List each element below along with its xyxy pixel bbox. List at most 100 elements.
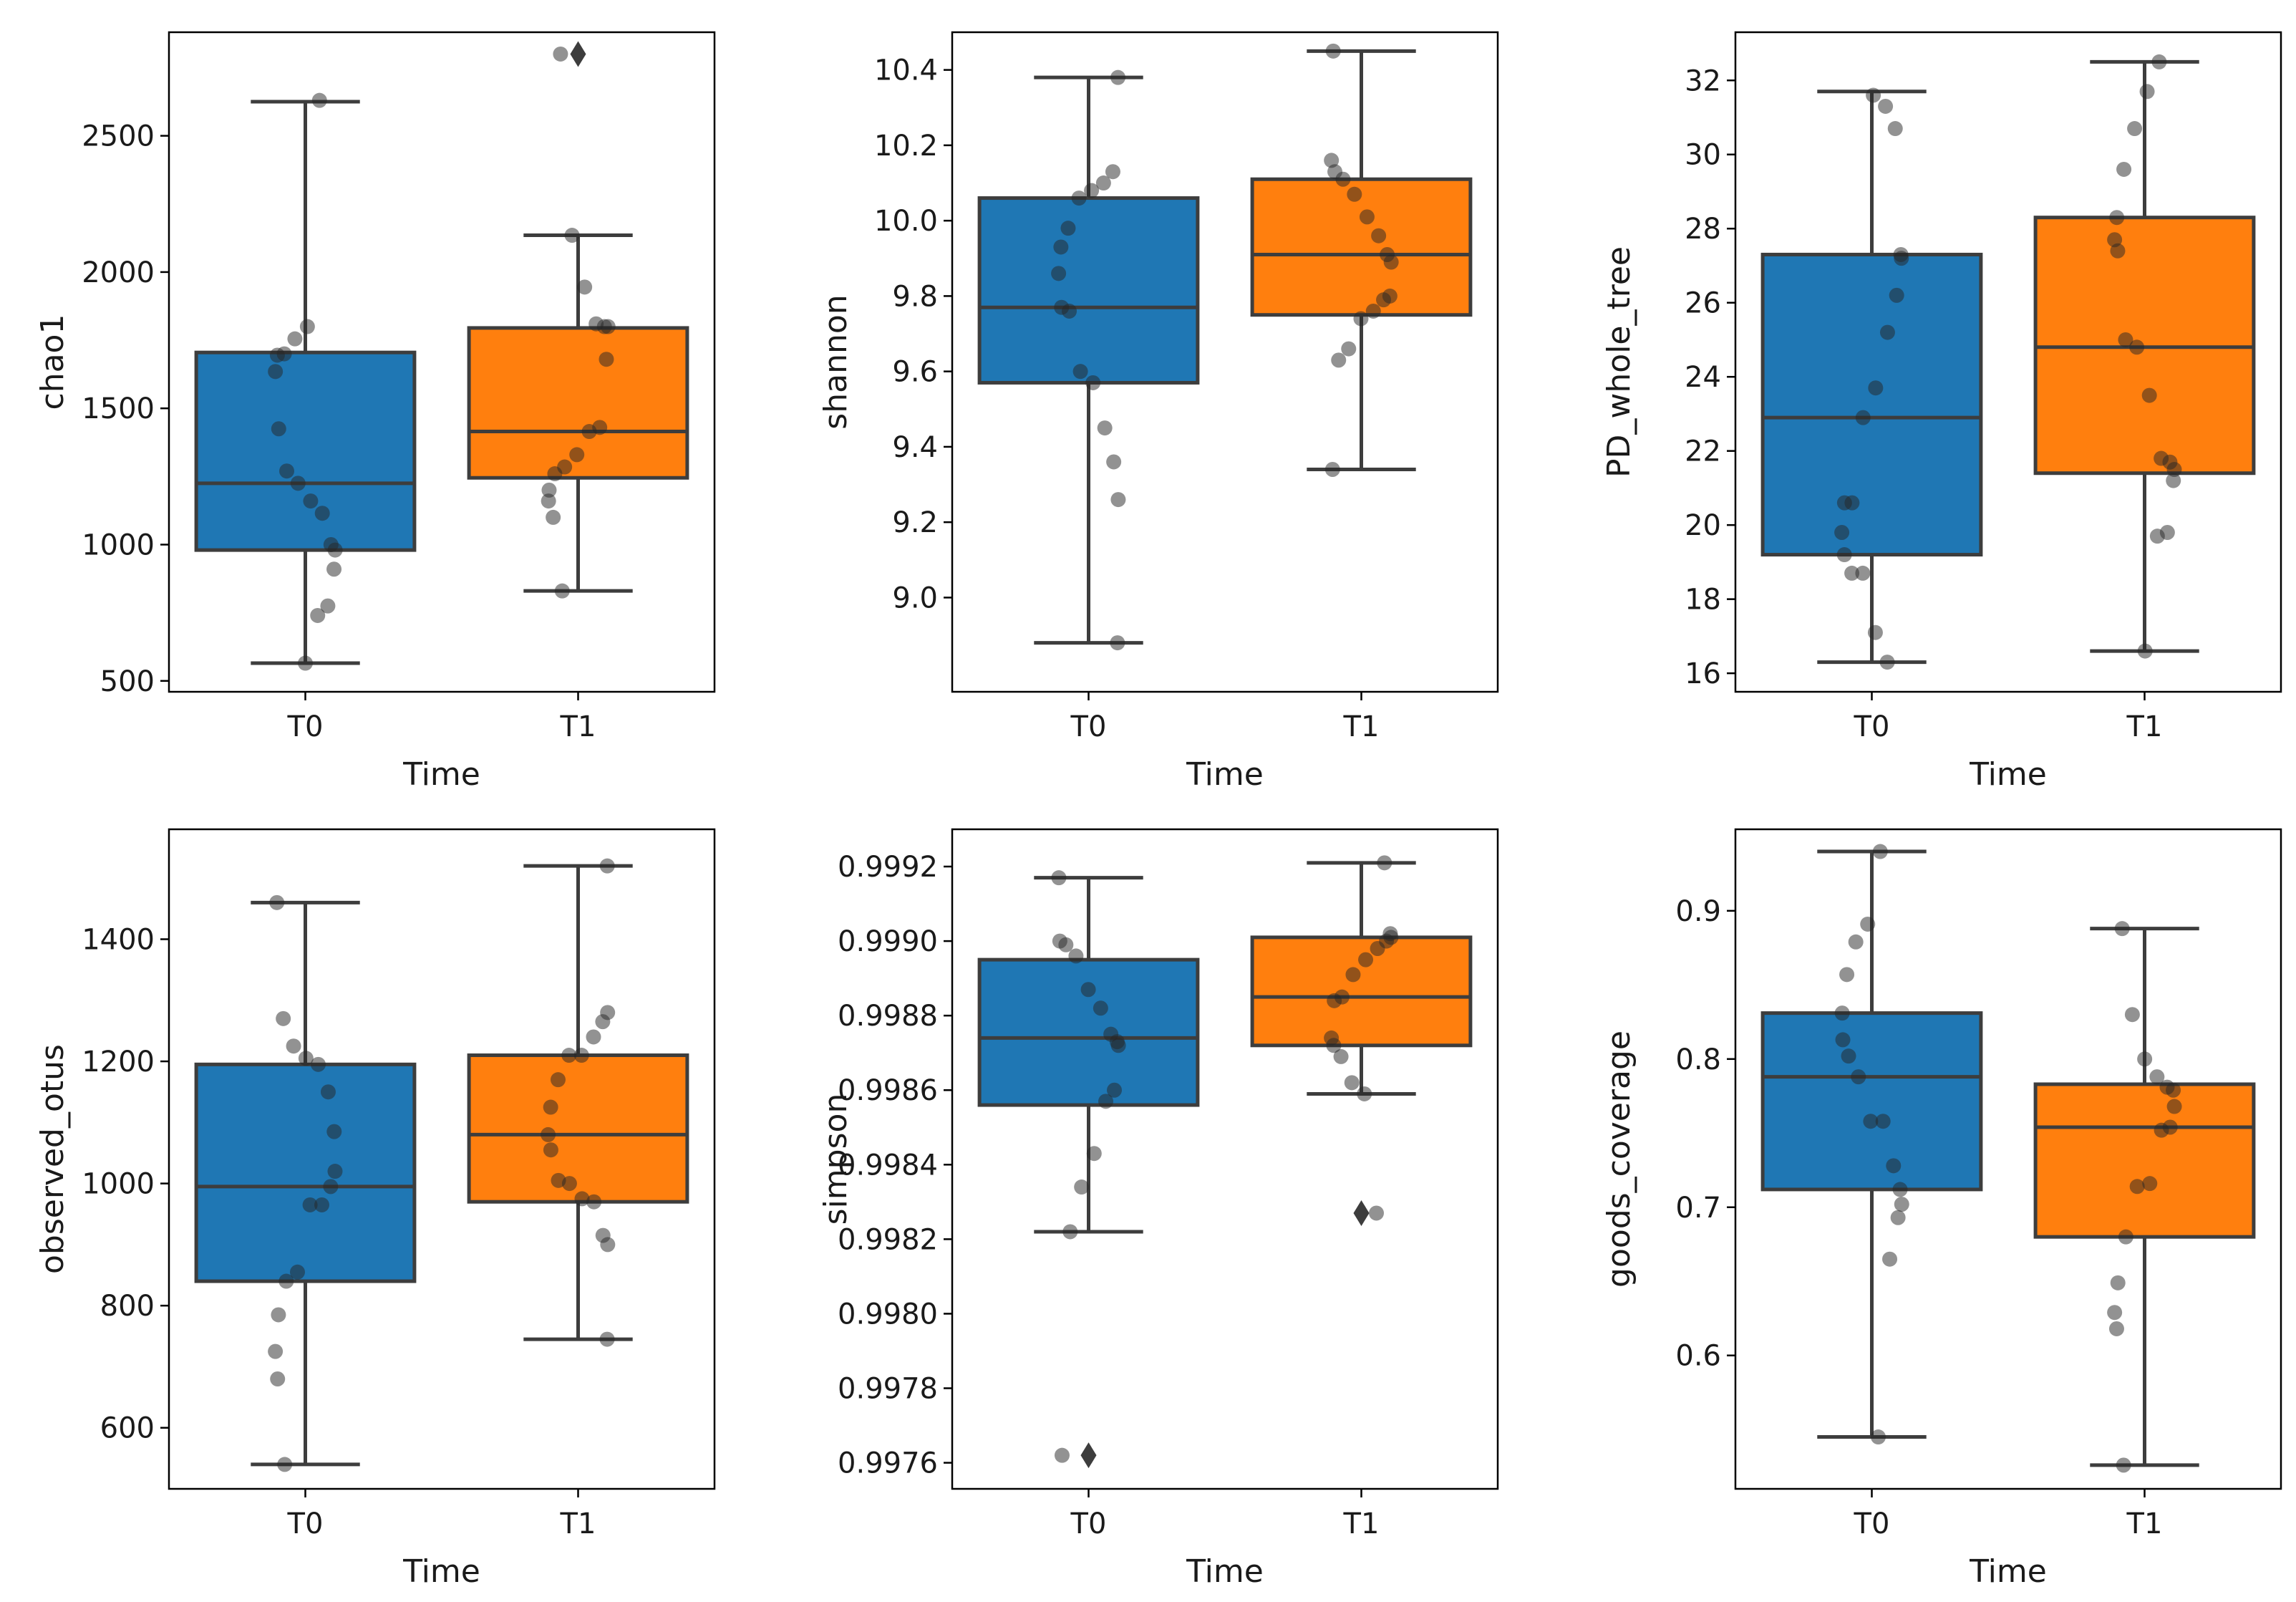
goods-coverage-t1-data-point [2108,1321,2124,1336]
pd-whole-tree-t0-data-point [1889,287,1904,303]
shannon-t1-data-point [1327,164,1343,180]
goods-coverage-t1-data-point [2142,1176,2158,1192]
chao1-t0-data-point [320,598,336,614]
chao1-t0-data-point [323,536,339,552]
goods-coverage-t0-data-point [1848,934,1864,950]
goods-coverage-x-axis-title: Time [1969,1553,2047,1590]
pd-whole-tree-t0-data-point [1844,495,1860,511]
observed-otus-y-tick-label: 600 [100,1412,155,1445]
pd-whole-tree-t0-data-point [1893,246,1909,262]
shannon-t0-data-point [1071,190,1087,206]
goods-coverage-y-tick-label: 0.8 [1675,1043,1721,1076]
chao1-t0-data-point [271,421,286,437]
chao1-t1-outlier-marker [570,41,586,67]
simpson-t0-box [977,957,1200,1107]
chao1-t0-data-point [299,319,315,334]
pd-whole-tree-t0-data-point [1834,525,1850,541]
shannon-t0-data-point [1054,299,1070,315]
chao1-t1-data-point [599,352,614,367]
pd-whole-tree-t0-data-point [1867,624,1883,640]
observed-otus-y-tick-label: 1000 [82,1168,155,1201]
chao1-t0-box [194,350,417,552]
simpson-t1-data-point [1382,926,1398,942]
observed-otus-t1-data-point [586,1029,601,1045]
goods-coverage-t0-data-point [1839,967,1855,983]
goods-coverage-y-axis-title: goods_coverage [1601,1031,1637,1288]
simpson-t0-data-point [1103,1026,1119,1042]
observed-otus-t0-data-point [320,1084,336,1100]
pd-whole-tree-t0-data-point [1878,98,1894,114]
chao1-y-tick-label: 2500 [82,120,155,153]
simpson-t0-data-point [1068,948,1084,964]
shannon-t1-data-point [1324,461,1340,477]
goods-coverage-t1-box [2033,1082,2256,1239]
goods-coverage-t0-data-point [1886,1158,1902,1174]
shannon-t0-data-point [1084,183,1100,198]
simpson-x-tick-label: T0 [1070,1507,1107,1540]
goods-coverage-t1-data-point [2110,1275,2126,1290]
shannon-x-tick-label: T1 [1343,710,1380,743]
shannon-t1-data-point [1325,43,1341,59]
chao1-t0-data-point [298,655,313,671]
shannon-t0-data-point [1051,266,1067,281]
observed-otus-t0-data-point [326,1124,342,1139]
goods-coverage-y-tick-label: 0.9 [1675,895,1721,928]
observed-otus-t0-box [194,1062,417,1283]
pd-whole-tree-t0-data-point [1887,121,1903,137]
simpson-t1-data-point [1334,989,1350,1005]
pd-whole-tree-t1-box [2033,216,2256,476]
chao1-t1-data-point [569,447,585,463]
observed-otus-y-axis-title: observed_otus [34,1044,71,1274]
simpson-t0-data-point [1052,933,1067,949]
goods-coverage-t0-data-point [1890,1210,1906,1225]
simpson-panel: 0.9976 0.9978 0.9980 0.9982 0.9984 0.9986 0.99… [818,828,1499,1590]
goods-coverage-y-tick-label: 0.7 [1675,1192,1721,1225]
pd-whole-tree-t1-data-point [2159,525,2175,541]
pd-whole-tree-y-tick-label: 22 [1685,435,1721,468]
goods-coverage-t0-data-point [1894,1197,1909,1212]
observed-otus-t0-data-point [278,1273,294,1289]
simpson-y-tick-label: 0.9980 [838,1298,938,1331]
shannon-t1-data-point [1353,311,1369,327]
shannon-t0-data-point [1097,420,1113,436]
goods-coverage-t0-data-point [1875,1114,1891,1129]
simpson-t1-data-point [1345,967,1361,983]
observed-otus-x-tick-label: T1 [560,1507,596,1540]
observed-otus-t0-data-point [268,1343,284,1359]
chao1-t0-data-point [287,331,303,347]
observed-otus-y-tick-label: 1200 [82,1046,155,1079]
simpson-t0-data-point [1107,1082,1123,1098]
shannon-y-axis-title: shannon [818,294,854,429]
goods-coverage-t0-data-point [1835,1032,1851,1048]
chao1-t1-data-point [553,46,568,62]
goods-coverage-t1-data-point [2129,1179,2145,1195]
simpson-y-tick-label: 0.9984 [838,1149,938,1182]
pd-whole-tree-t1-data-point [2141,387,2157,403]
simpson-t1-outlier-marker [1353,1200,1370,1226]
pd-whole-tree-panel: 16 18 20 22 24 26 28 30 32 T0 T1 Time PD_whole_tree [1601,31,2282,793]
simpson-y-tick-label: 0.9986 [838,1074,938,1107]
simpson-t0-data-point [1051,870,1067,886]
simpson-t1-data-point [1358,952,1374,968]
observed-otus-t0-data-point [286,1038,301,1054]
goods-coverage-x-tick-label: T1 [2126,1507,2163,1540]
chao1-y-tick-label: 1000 [82,529,155,561]
simpson-t0-data-point [1062,1224,1078,1240]
simpson-x-axis-title: Time [1186,1553,1264,1590]
simpson-y-tick-label: 0.9990 [838,925,938,958]
observed-otus-t0-data-point [271,1307,286,1323]
simpson-y-tick-label: 0.9976 [838,1447,938,1480]
observed-otus-t1-box [467,1053,689,1204]
simpson-y-tick-label: 0.9988 [838,1000,938,1033]
chao1-y-axis-title: chao1 [34,314,71,410]
goods-coverage-t0-data-point [1841,1048,1856,1064]
goods-coverage-t1-data-point [2166,1099,2182,1114]
simpson-y-axis-title: simpson [818,1094,854,1225]
observed-otus-panel: 600 800 1000 1200 1400 T0 T1 Time observed_otus [34,828,716,1590]
chao1-t1-data-point [557,459,573,475]
pd-whole-tree-t1-data-point [2151,54,2167,69]
observed-otus-y-tick-label: 1400 [82,924,155,957]
goods-coverage-t0-data-point [1872,844,1888,859]
simpson-t1-data-point [1333,1048,1349,1064]
